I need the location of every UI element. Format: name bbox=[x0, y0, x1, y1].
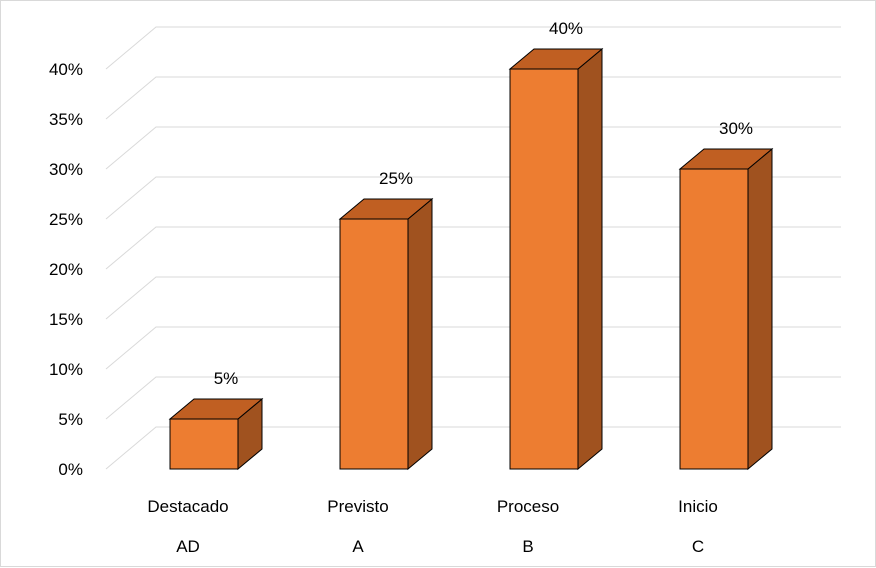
gridline bbox=[105, 276, 841, 320]
bar-front-face bbox=[339, 218, 409, 470]
bar-front-face bbox=[679, 168, 749, 470]
bar bbox=[508, 47, 604, 471]
bar bbox=[168, 397, 264, 471]
bars bbox=[168, 47, 774, 471]
gridline bbox=[105, 26, 841, 70]
x-tick-code: A bbox=[352, 537, 364, 556]
gridline bbox=[105, 376, 841, 420]
x-tick-code: AD bbox=[176, 537, 200, 556]
bar-side-face bbox=[747, 147, 773, 471]
x-tick-label: Destacado bbox=[147, 497, 228, 516]
data-label: 5% bbox=[214, 369, 239, 388]
x-tick-label: Inicio bbox=[678, 497, 718, 516]
gridline bbox=[105, 76, 841, 120]
x-axis-ticks: Destacado AD Previsto A Proceso B Inicio C bbox=[147, 497, 717, 556]
gridline bbox=[105, 226, 841, 270]
y-axis-ticks: 0% 5% 10% 15% 20% 25% 30% 35% 40% bbox=[49, 60, 83, 479]
data-label: 25% bbox=[379, 169, 413, 188]
y-tick-label: 0% bbox=[58, 460, 83, 479]
data-label: 40% bbox=[549, 19, 583, 38]
gridlines bbox=[105, 26, 841, 470]
y-tick-label: 35% bbox=[49, 110, 83, 129]
x-tick-code: B bbox=[522, 537, 533, 556]
y-tick-label: 30% bbox=[49, 160, 83, 179]
y-tick-label: 40% bbox=[49, 60, 83, 79]
y-tick-label: 5% bbox=[58, 410, 83, 429]
bar-side-face bbox=[577, 47, 603, 471]
bar-front-face bbox=[509, 68, 579, 470]
gridline bbox=[105, 326, 841, 370]
bar bbox=[338, 197, 434, 471]
y-tick-label: 20% bbox=[49, 260, 83, 279]
x-tick-label: Previsto bbox=[327, 497, 388, 516]
gridline bbox=[105, 176, 841, 220]
x-tick-code: C bbox=[692, 537, 704, 556]
gridline bbox=[105, 426, 841, 470]
data-label: 30% bbox=[719, 119, 753, 138]
bar bbox=[678, 147, 774, 471]
y-tick-label: 10% bbox=[49, 360, 83, 379]
y-tick-label: 15% bbox=[49, 310, 83, 329]
data-labels: 5% 25% 40% 30% bbox=[214, 19, 753, 388]
x-tick-label: Proceso bbox=[497, 497, 559, 516]
y-tick-label: 25% bbox=[49, 210, 83, 229]
bar-side-face bbox=[407, 197, 433, 471]
bar-front-face bbox=[169, 418, 239, 470]
gridline bbox=[105, 126, 841, 170]
